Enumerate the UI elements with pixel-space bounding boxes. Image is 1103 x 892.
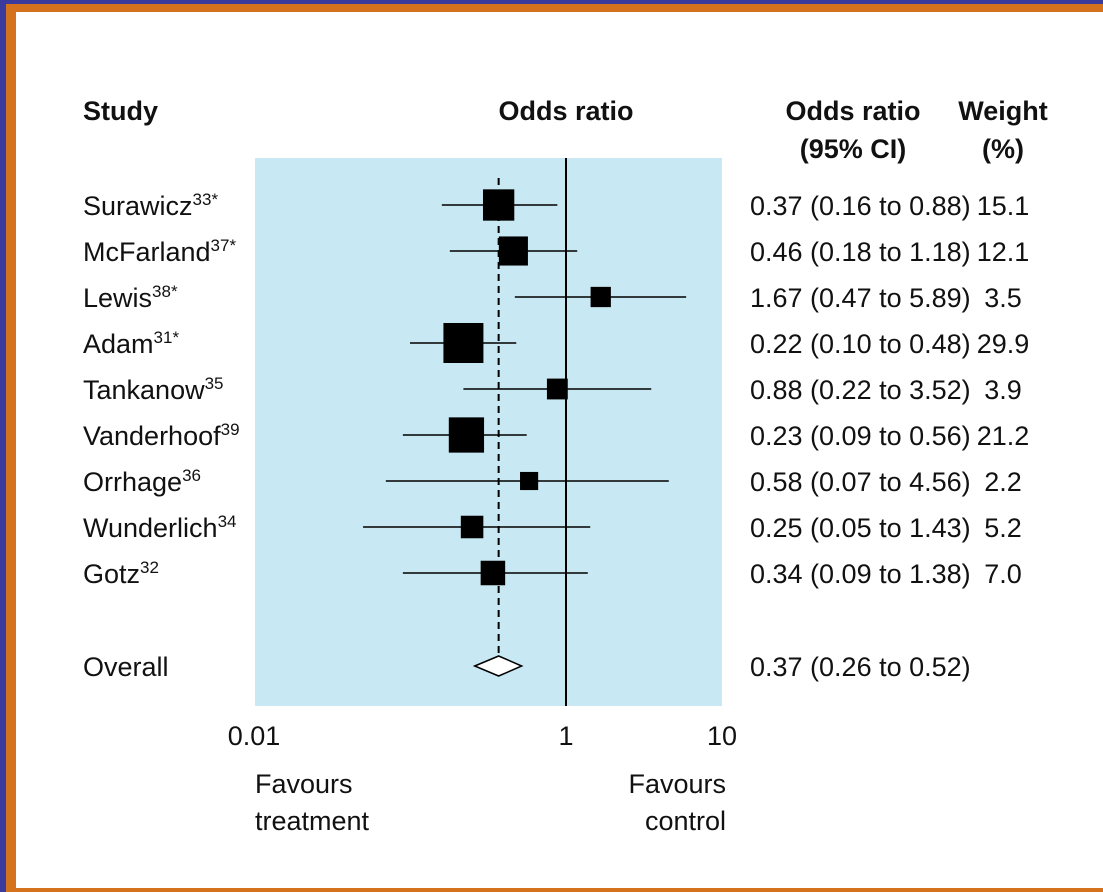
study-label: Tankanow35 bbox=[83, 374, 224, 405]
study-reference: 37* bbox=[211, 236, 237, 255]
study-label: Adam31* bbox=[83, 328, 179, 359]
overall-label: Overall bbox=[83, 652, 169, 682]
point-estimate-square bbox=[482, 189, 515, 221]
point-estimate-square bbox=[546, 378, 568, 400]
point-estimate-square bbox=[498, 236, 528, 266]
point-estimate-square bbox=[448, 417, 485, 453]
weight-value: 7.0 bbox=[984, 559, 1022, 589]
or-ci-value: 0.25 (0.05 to 1.43) bbox=[750, 513, 971, 543]
study-reference: 32 bbox=[140, 558, 159, 577]
study-label: Orrhage36 bbox=[83, 466, 201, 497]
study-reference: 34 bbox=[218, 512, 237, 531]
study-reference: 31* bbox=[154, 328, 180, 347]
favours-treatment-line2: treatment bbox=[255, 806, 370, 836]
header-odds-ratio: Odds ratio bbox=[498, 96, 633, 126]
or-ci-value: 0.22 (0.10 to 0.48) bbox=[750, 329, 971, 359]
or-ci-value: 0.88 (0.22 to 3.52) bbox=[750, 375, 971, 405]
weight-value: 3.9 bbox=[984, 375, 1022, 405]
header-study: Study bbox=[83, 96, 158, 126]
study-reference: 36 bbox=[182, 466, 201, 485]
weight-value: 5.2 bbox=[984, 513, 1022, 543]
or-ci-value: 0.58 (0.07 to 4.56) bbox=[750, 467, 971, 497]
overall-or-ci-value: 0.37 (0.26 to 0.52) bbox=[750, 652, 971, 682]
point-estimate-square bbox=[443, 323, 484, 363]
weight-value: 2.2 bbox=[984, 467, 1022, 497]
header-weight-line1: Weight bbox=[958, 96, 1048, 126]
weight-value: 12.1 bbox=[977, 237, 1030, 267]
study-reference: 33* bbox=[193, 190, 219, 209]
or-ci-value: 0.46 (0.18 to 1.18) bbox=[750, 237, 971, 267]
study-label: Lewis38* bbox=[83, 282, 178, 313]
x-tick-label: 1 bbox=[558, 721, 573, 751]
header-weight-line2: (%) bbox=[982, 134, 1024, 164]
favours-treatment-line1: Favours bbox=[255, 769, 353, 799]
overall-diamond bbox=[472, 655, 524, 677]
point-estimate-square bbox=[480, 560, 506, 586]
weight-value: 29.9 bbox=[977, 329, 1030, 359]
x-tick-label: 0.01 bbox=[228, 721, 281, 751]
point-estimate-square bbox=[520, 471, 539, 491]
favours-control-line1: Favours bbox=[628, 769, 726, 799]
or-ci-value: 0.23 (0.09 to 0.56) bbox=[750, 421, 971, 451]
header-or-ci-line2: (95% CI) bbox=[800, 134, 907, 164]
weight-value: 15.1 bbox=[977, 191, 1030, 221]
or-ci-value: 1.67 (0.47 to 5.89) bbox=[750, 283, 971, 313]
study-reference: 38* bbox=[152, 282, 178, 301]
study-reference: 39 bbox=[221, 420, 240, 439]
weight-value: 21.2 bbox=[977, 421, 1030, 451]
study-label: Wunderlich34 bbox=[83, 512, 237, 543]
plot-background bbox=[255, 158, 722, 706]
study-reference: 35 bbox=[205, 374, 224, 393]
point-estimate-square bbox=[460, 515, 484, 539]
favours-control-line2: control bbox=[645, 806, 726, 836]
study-label: Gotz32 bbox=[83, 558, 159, 589]
study-label: Surawicz33* bbox=[83, 190, 218, 221]
header-or-ci-line1: Odds ratio bbox=[785, 96, 920, 126]
or-ci-value: 0.37 (0.16 to 0.88) bbox=[750, 191, 971, 221]
x-tick-label: 10 bbox=[707, 721, 737, 751]
point-estimate-square bbox=[590, 286, 611, 308]
or-ci-value: 0.34 (0.09 to 1.38) bbox=[750, 559, 971, 589]
study-label: McFarland37* bbox=[83, 236, 236, 267]
study-label: Vanderhoof39 bbox=[83, 420, 240, 451]
weight-value: 3.5 bbox=[984, 283, 1022, 313]
